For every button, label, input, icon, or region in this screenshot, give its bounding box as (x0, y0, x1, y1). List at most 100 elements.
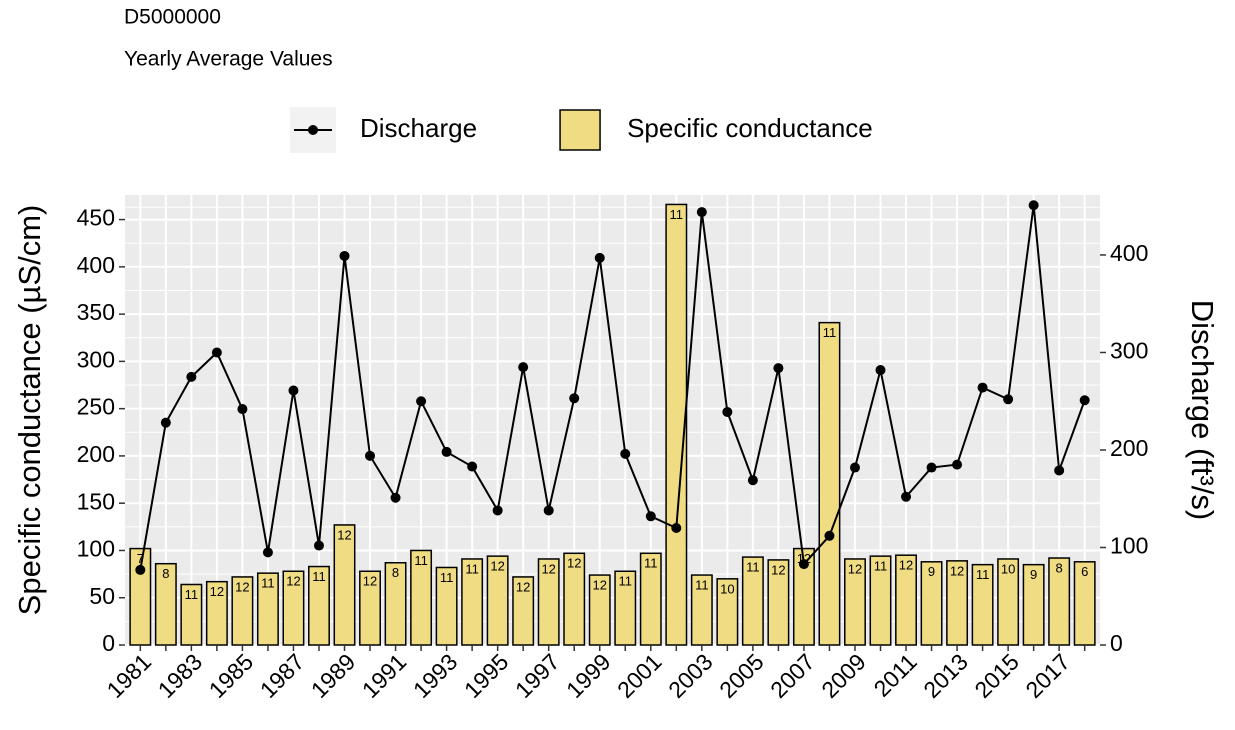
x-tick-label: 1993 (408, 648, 463, 703)
x-tick-label: 2013 (918, 648, 973, 703)
point (543, 505, 554, 516)
y-axis-title: Specific conductance (µS/cm) (12, 205, 47, 616)
y-tick-label: 50 (89, 583, 115, 609)
y2-tick-label: 0 (1110, 630, 1123, 656)
bar-count-label: 11 (874, 559, 888, 574)
bar-count-label: 12 (286, 574, 300, 589)
x-tick-label: 2007 (765, 648, 820, 703)
bar-count-label: 12 (899, 558, 913, 573)
bar-count-label: 12 (337, 527, 351, 542)
bar-count-label: 7 (137, 551, 144, 566)
y-tick-label: 450 (77, 205, 115, 231)
bar-count-label: 12 (950, 563, 964, 578)
y2-tick-label: 300 (1110, 338, 1148, 364)
point (696, 207, 707, 218)
bar-count-label: 6 (1081, 564, 1088, 579)
point (339, 250, 350, 261)
bar-count-label: 12 (567, 556, 581, 571)
x-tick-label: 1987 (255, 648, 310, 703)
x-tick-label: 2003 (663, 648, 718, 703)
y-tick-label: 100 (77, 536, 115, 562)
bar-count-label: 11 (312, 569, 326, 584)
x-tick-label: 2015 (969, 648, 1024, 703)
point (441, 446, 452, 457)
bar-count-label: 9 (928, 564, 935, 579)
point (237, 404, 248, 415)
point (211, 347, 222, 358)
point (569, 393, 580, 404)
y-tick-label: 150 (77, 488, 115, 514)
bar-count-label: 11 (976, 567, 990, 582)
y2-tick-label: 400 (1110, 240, 1148, 266)
point (952, 459, 963, 470)
point (288, 385, 299, 396)
x-tick-label: 1991 (357, 648, 412, 703)
point (798, 559, 809, 570)
bar-count-label: 11 (746, 560, 760, 575)
bar-count-label: 8 (392, 565, 399, 580)
bar-count-label: 12 (541, 561, 555, 576)
point (926, 462, 937, 473)
point (390, 492, 401, 503)
bar (333, 524, 356, 646)
y-tick-label: 400 (77, 252, 115, 278)
x-tick-label: 1983 (153, 648, 208, 703)
point (492, 505, 503, 516)
x-tick-label: 2011 (868, 648, 921, 701)
point (313, 540, 324, 551)
point (262, 547, 273, 558)
bar-count-label: 10 (1001, 561, 1015, 576)
x-tick-label: 1985 (204, 648, 259, 703)
bar-count-label: 12 (235, 579, 249, 594)
y2-tick-label: 200 (1110, 435, 1148, 461)
point (1028, 200, 1039, 211)
y-tick-label: 350 (77, 299, 115, 325)
bar-count-label: 12 (593, 577, 607, 592)
point (977, 382, 988, 393)
point (901, 491, 912, 502)
x-tick-label: 1997 (510, 648, 565, 703)
point (849, 462, 860, 473)
x-tick-label: 1995 (459, 648, 514, 703)
bar-count-label: 12 (490, 559, 504, 574)
y2-axis-title: Discharge (ft³/s) (1185, 300, 1220, 520)
bar-count-label: 11 (414, 553, 428, 568)
y-tick-label: 250 (77, 394, 115, 420)
point (1003, 394, 1014, 405)
bar-count-label: 9 (1030, 567, 1037, 582)
legend-label: Specific conductance (627, 113, 873, 143)
point (365, 450, 376, 461)
bar-count-label: 12 (363, 574, 377, 589)
bar-count-label: 11 (465, 561, 479, 576)
y-tick-label: 200 (77, 441, 115, 467)
point (620, 448, 631, 459)
x-tick-label: 2001 (612, 648, 667, 703)
point (160, 417, 171, 428)
point (824, 530, 835, 541)
bar-count-label: 11 (670, 207, 684, 222)
bar-count-label: 12 (516, 579, 530, 594)
y2-tick-label: 100 (1110, 533, 1148, 559)
x-tick-label: 1999 (561, 648, 616, 703)
point (875, 365, 886, 376)
bar-count-label: 12 (210, 584, 224, 599)
point (518, 362, 529, 373)
bar-count-label: 8 (162, 566, 169, 581)
point (671, 522, 682, 533)
legend-point (308, 125, 318, 135)
bar-count-label: 12 (848, 561, 862, 576)
chart-subtitle: Yearly Average Values (124, 48, 333, 71)
bar (665, 203, 688, 646)
point (773, 363, 784, 374)
bar-count-label: 11 (695, 577, 709, 592)
bar-count-label: 11 (619, 574, 633, 589)
point (594, 252, 605, 263)
y-tick-label: 0 (102, 630, 115, 656)
x-tick-label: 1989 (306, 648, 361, 703)
point (747, 475, 758, 486)
point (467, 461, 478, 472)
point (1054, 465, 1065, 476)
y-tick-label: 300 (77, 346, 115, 372)
bar-count-label: 11 (440, 570, 454, 585)
